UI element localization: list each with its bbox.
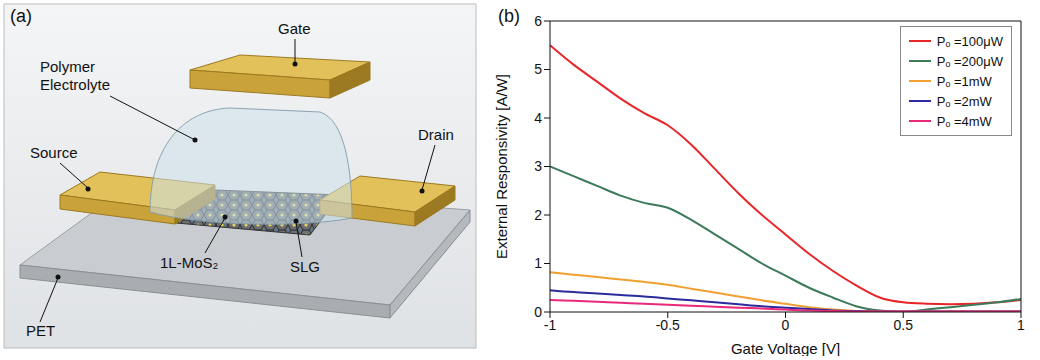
svg-text:2: 2	[534, 207, 542, 223]
html-text:Pₒ =1mW: Pₒ =1mW	[936, 73, 992, 89]
svg-text:5: 5	[534, 61, 542, 77]
html-text:Pₒ =100μW: Pₒ =100μW	[936, 33, 1003, 49]
svg-text:6: 6	[534, 13, 542, 29]
svg-text:0.5: 0.5	[894, 317, 914, 333]
html-text:Pₒ =2mW: Pₒ =2mW	[936, 93, 992, 109]
svg-text:4: 4	[534, 110, 542, 126]
svg-text:SLG: SLG	[290, 258, 320, 275]
svg-text:PolymerElectrolyte: PolymerElectrolyte	[40, 58, 110, 93]
svg-text:-1: -1	[544, 317, 557, 333]
svg-text:External Responsivity [A/W]: External Responsivity [A/W]	[493, 74, 510, 259]
svg-text:Drain: Drain	[418, 126, 454, 143]
svg-text:1L-MoS₂: 1L-MoS₂	[160, 254, 219, 271]
svg-text:PET: PET	[26, 322, 55, 339]
svg-text:0: 0	[782, 317, 790, 333]
svg-text:-0.5: -0.5	[656, 317, 680, 333]
svg-text:1: 1	[534, 255, 542, 271]
html-text:Pₒ =4mW: Pₒ =4mW	[936, 113, 992, 129]
svg-text:Gate Voltage [V]: Gate Voltage [V]	[731, 340, 840, 356]
html-text:Pₒ =200μW: Pₒ =200μW	[936, 53, 1003, 69]
svg-text:Source: Source	[30, 144, 78, 161]
svg-text:(a): (a)	[10, 6, 32, 26]
svg-text:3: 3	[534, 158, 542, 174]
svg-text:Gate: Gate	[278, 20, 311, 37]
svg-text:1: 1	[1017, 317, 1025, 333]
svg-text:0: 0	[534, 304, 542, 320]
html-text:(b): (b)	[498, 6, 520, 26]
